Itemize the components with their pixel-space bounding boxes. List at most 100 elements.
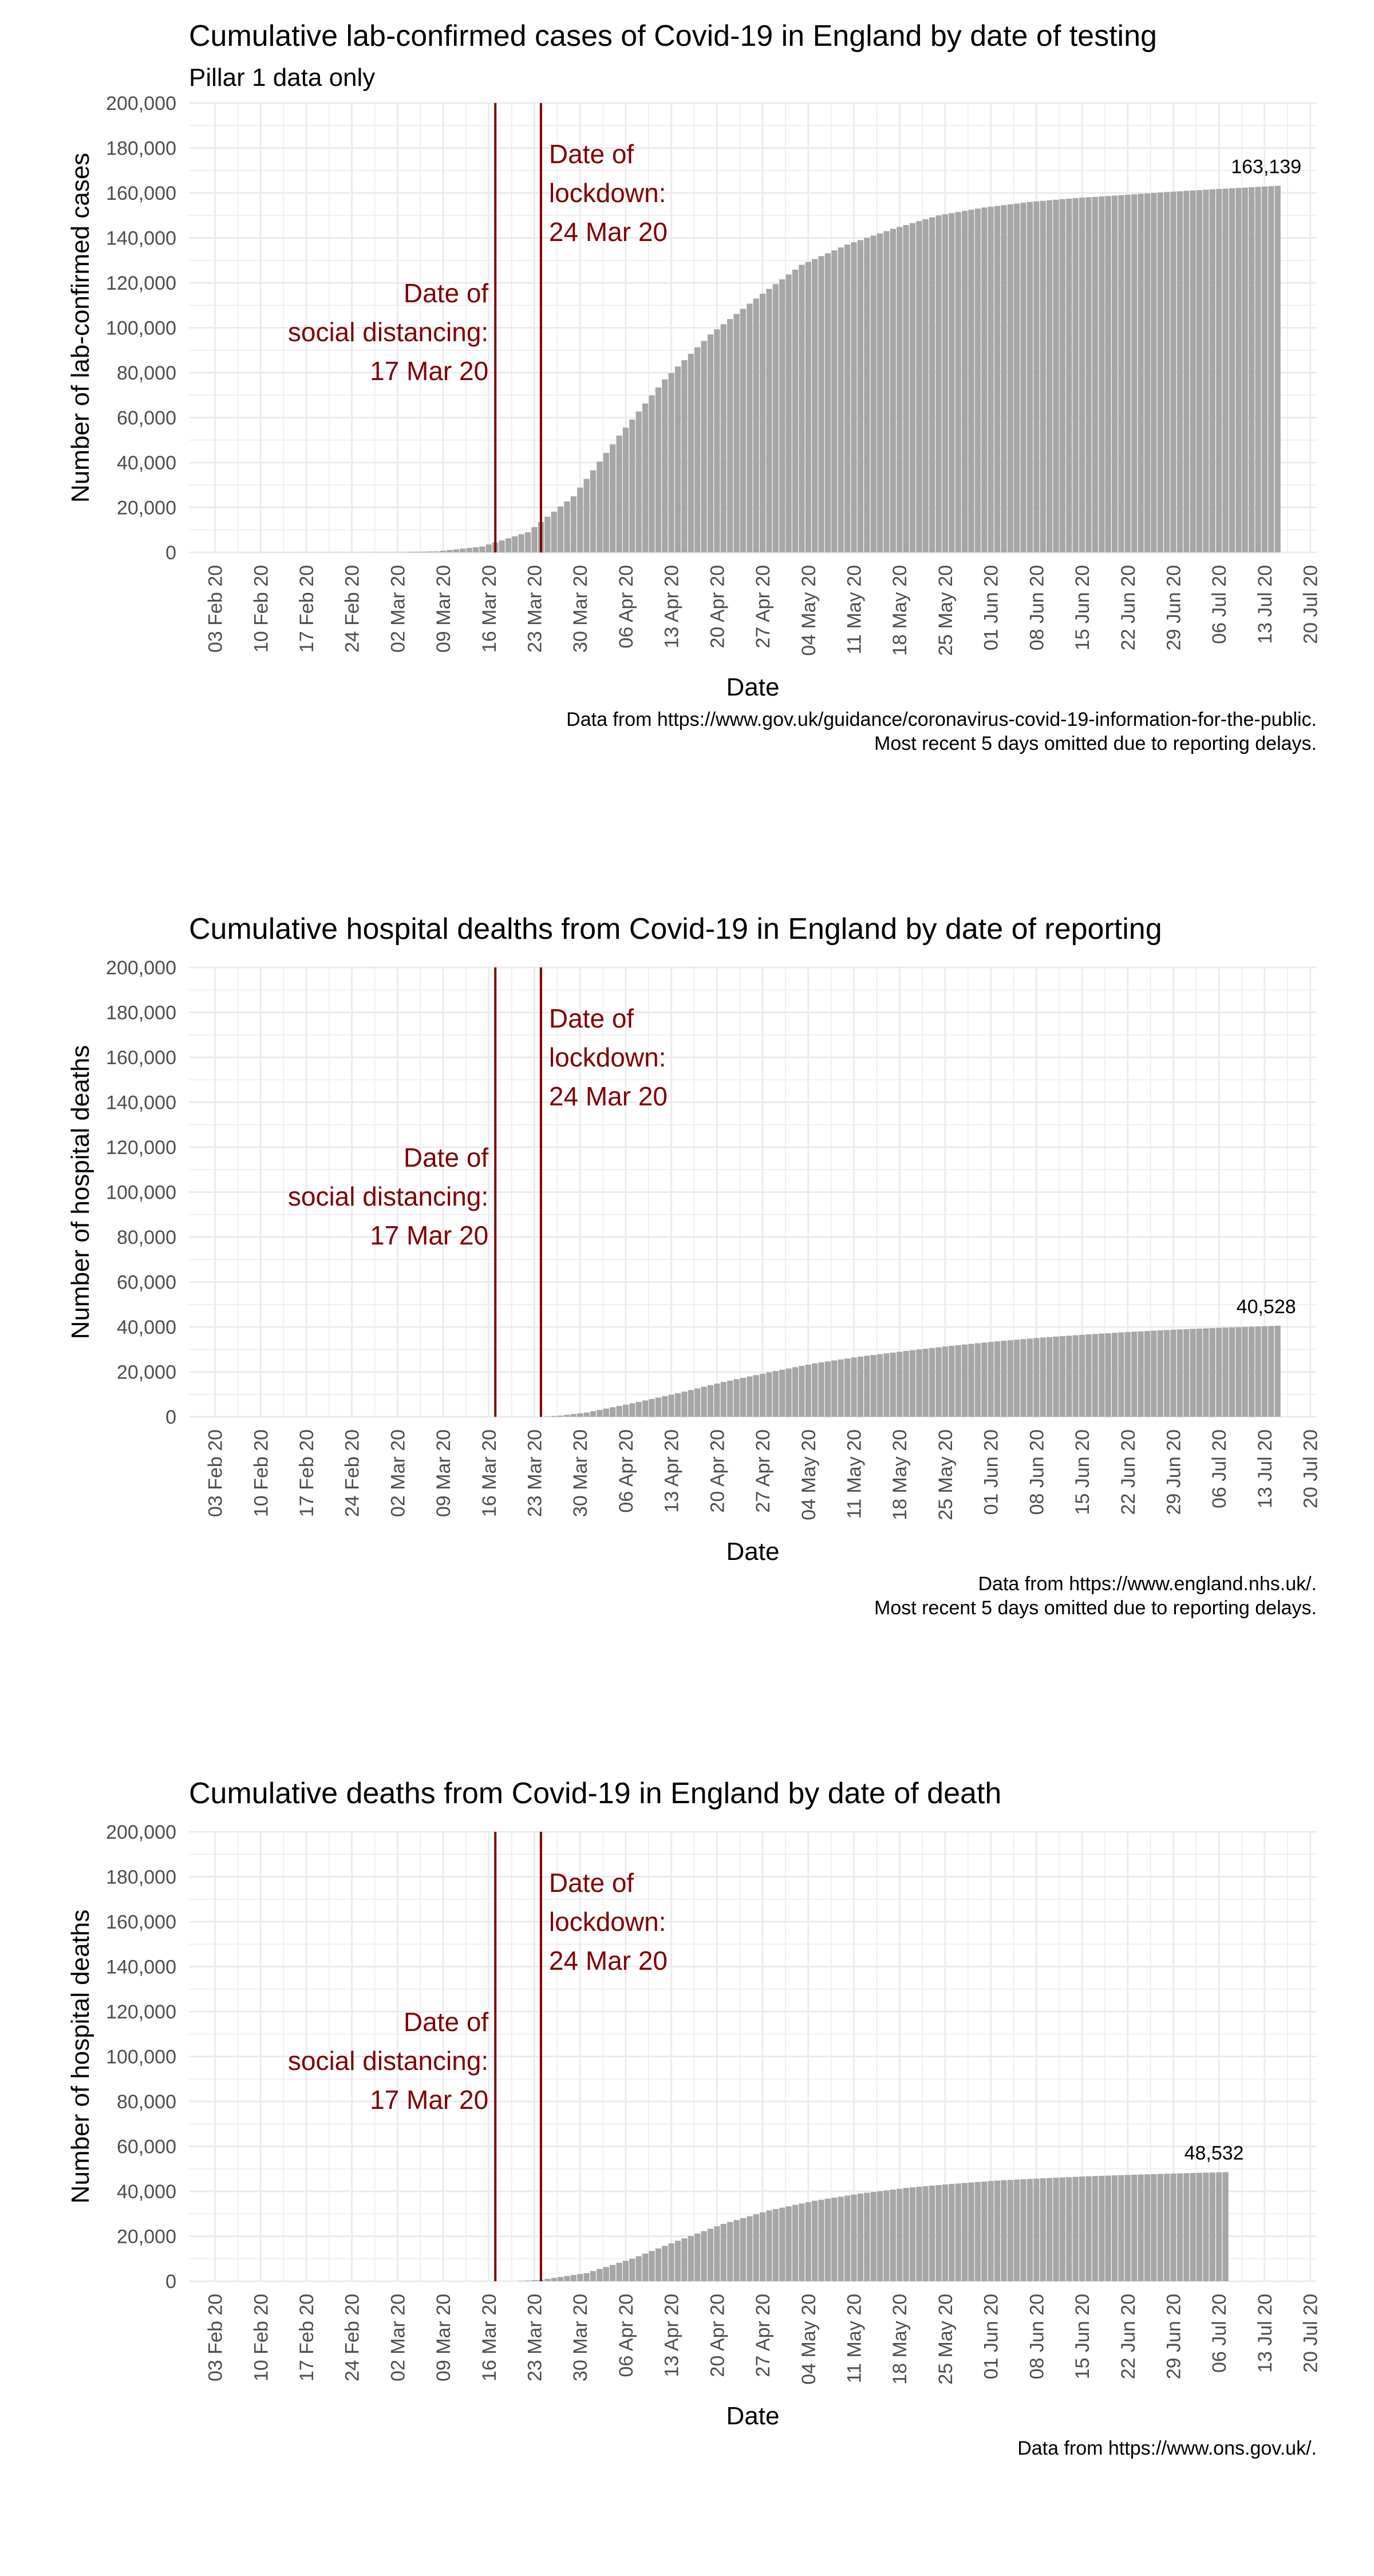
bar <box>851 242 857 553</box>
bar <box>955 1345 961 1417</box>
bar <box>1235 188 1242 552</box>
bar <box>714 329 720 552</box>
bar <box>1255 187 1261 553</box>
bar <box>583 479 590 552</box>
x-tick-label: 01 Jun 20 <box>981 2294 1002 2379</box>
bar <box>642 2253 649 2281</box>
bar <box>551 511 557 552</box>
lockdown-annotation: Date of <box>549 139 634 169</box>
x-tick-label: 09 Mar 20 <box>433 2294 455 2381</box>
bar <box>505 538 512 552</box>
bar <box>440 551 447 552</box>
bar <box>1235 1327 1242 1417</box>
lockdown-annotation: Date of <box>549 1003 634 1033</box>
bar <box>525 532 531 552</box>
bar <box>1190 2173 1196 2281</box>
bar <box>779 1369 785 1417</box>
bar <box>1046 200 1053 553</box>
y-tick-label: 160,000 <box>106 183 176 204</box>
y-tick-label: 100,000 <box>106 1182 176 1204</box>
bar <box>1216 2172 1222 2281</box>
bar <box>727 319 733 552</box>
x-tick-label: 27 Apr 20 <box>752 2294 774 2377</box>
x-tick-label: 13 Jul 20 <box>1254 2294 1276 2373</box>
y-tick-label: 180,000 <box>106 138 176 160</box>
x-tick-label: 29 Jun 20 <box>1163 1429 1185 1515</box>
bar <box>720 324 727 552</box>
bar <box>844 2195 851 2281</box>
bar <box>824 253 831 552</box>
bar <box>1157 1330 1163 1417</box>
bar <box>701 2231 707 2281</box>
bar <box>629 1403 635 1417</box>
y-tick-label: 60,000 <box>117 1272 176 1294</box>
bar <box>512 536 518 552</box>
bar <box>1131 2174 1138 2281</box>
bar <box>1144 1331 1151 1417</box>
bar <box>909 2187 916 2281</box>
bar <box>1033 201 1040 552</box>
bar <box>1183 2173 1190 2281</box>
bar <box>857 240 864 552</box>
y-tick-label: 0 <box>165 542 176 564</box>
bar <box>570 1414 577 1417</box>
x-tick-label: 18 May 20 <box>889 2294 911 2385</box>
social-distancing-annotation: social distancing: <box>288 317 488 347</box>
bar <box>1229 1327 1235 1417</box>
bar <box>1261 186 1268 552</box>
lockdown-annotation: lockdown: <box>549 178 666 208</box>
x-tick-label: 30 Mar 20 <box>570 2294 591 2381</box>
chart-subtitle: Pillar 1 data only <box>189 64 375 92</box>
x-tick-label: 30 Mar 20 <box>570 1429 591 1517</box>
x-tick-label: 30 Mar 20 <box>570 565 591 653</box>
bar <box>499 540 505 552</box>
bar <box>590 470 597 552</box>
bar <box>1040 1337 1046 1417</box>
bar <box>876 1354 883 1417</box>
bar <box>824 1361 831 1417</box>
lockdown-annotation: lockdown: <box>549 1042 666 1072</box>
x-tick-label: 20 Jul 20 <box>1300 2294 1322 2373</box>
social-distancing-annotation: 17 Mar 20 <box>370 356 488 386</box>
bar <box>818 2199 824 2281</box>
bar <box>1099 2175 1105 2281</box>
bar <box>818 1362 824 1417</box>
bar <box>1092 2176 1098 2281</box>
bar <box>897 2188 903 2281</box>
bar <box>570 2275 577 2281</box>
x-tick-label: 23 Mar 20 <box>524 565 546 653</box>
bar <box>1176 191 1183 552</box>
bar <box>635 2256 642 2281</box>
bar <box>812 1363 818 1417</box>
bar <box>590 1411 597 1417</box>
y-tick-label: 100,000 <box>106 2046 176 2068</box>
bar <box>629 419 635 552</box>
bar <box>603 2267 609 2281</box>
bar <box>1020 1339 1026 1417</box>
bar <box>1203 1328 1209 1417</box>
bar <box>1124 1332 1131 1417</box>
bar <box>1170 1329 1176 1417</box>
bar <box>1111 195 1118 552</box>
bar <box>655 2248 662 2281</box>
bar <box>929 2186 935 2281</box>
bar <box>968 2182 974 2281</box>
bar <box>792 1367 799 1417</box>
bar <box>1040 200 1046 552</box>
x-tick-label: 06 Apr 20 <box>615 1429 637 1513</box>
bar <box>1059 199 1066 552</box>
y-tick-label: 80,000 <box>117 362 176 384</box>
x-tick-label: 23 Mar 20 <box>524 2294 546 2381</box>
bar <box>844 1358 851 1417</box>
bar <box>818 256 824 553</box>
bar <box>897 1352 903 1417</box>
bar <box>994 206 1001 552</box>
bar <box>1183 191 1190 552</box>
bar <box>1138 1331 1144 1417</box>
bar <box>1124 2175 1131 2281</box>
bar <box>974 1343 981 1417</box>
bar <box>883 1353 890 1417</box>
bar <box>616 2262 622 2281</box>
y-tick-label: 140,000 <box>106 1092 176 1114</box>
